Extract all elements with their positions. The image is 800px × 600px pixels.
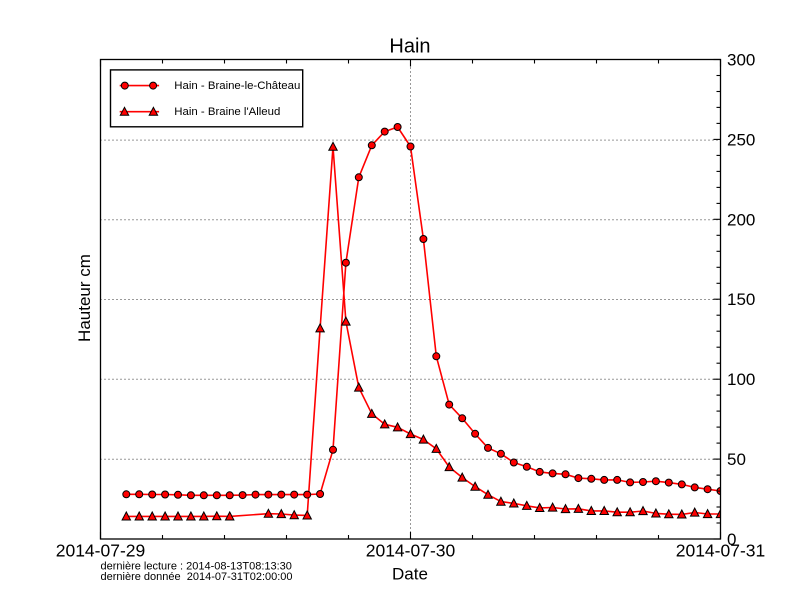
svg-text:2014-07-31: 2014-07-31 [676, 541, 766, 561]
svg-text:2014-07-30: 2014-07-30 [366, 541, 456, 561]
svg-text:dernière lecture : 2014-08-13T: dernière lecture : 2014-08-13T08:13:30 [101, 561, 292, 573]
svg-text:100: 100 [727, 370, 755, 389]
svg-text:150: 150 [727, 290, 755, 309]
svg-text:2014-07-29: 2014-07-29 [56, 541, 146, 561]
svg-text:Hain: Hain [389, 36, 430, 58]
svg-text:Hain - Braine l'Alleud: Hain - Braine l'Alleud [174, 106, 280, 118]
svg-text:0: 0 [727, 530, 736, 549]
svg-text:250: 250 [727, 130, 755, 149]
svg-text:dernière donnée 2014-07-31T02: dernière donnée 2014-07-31T02:00:00 [101, 571, 293, 583]
svg-text:200: 200 [727, 210, 755, 229]
svg-text:Hauteur cm: Hauteur cm [75, 254, 94, 342]
svg-text:Date: Date [392, 565, 428, 584]
svg-text:50: 50 [727, 450, 746, 469]
svg-text:Hain - Braine-le-Château: Hain - Braine-le-Château [174, 80, 300, 92]
svg-text:300: 300 [727, 51, 755, 70]
